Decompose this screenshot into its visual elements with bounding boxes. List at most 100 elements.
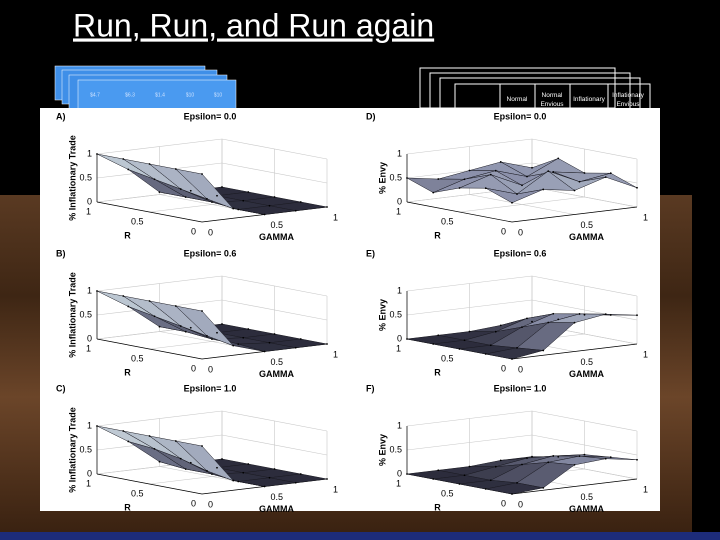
y-axis-label: R [434, 367, 441, 377]
surface-vertex [211, 338, 213, 340]
surface-vertex [268, 476, 271, 479]
surface-vertex [221, 458, 223, 460]
surface-vertex [578, 455, 581, 458]
surface-vertex [552, 455, 555, 457]
surface-vertex [604, 457, 607, 460]
card [77, 79, 237, 111]
surface-vertex [294, 209, 297, 212]
z-axis-label: % Inflationary Trade [67, 135, 77, 221]
z-tick-label: 0.5 [79, 172, 92, 182]
surface-vertex [189, 461, 192, 464]
surface-vertex [406, 473, 408, 475]
surface-vertex [578, 180, 581, 183]
surface-vertex [437, 334, 440, 337]
surface-vertex [299, 201, 302, 203]
surface-vertex [268, 341, 271, 344]
panel-label: B) [56, 248, 66, 258]
surface-vertex [463, 339, 466, 342]
surface-vertex [583, 172, 586, 174]
y-tick-label: 0 [501, 363, 506, 373]
z-axis-label: % Inflationary Trade [67, 272, 77, 358]
surface-vertex [526, 317, 528, 320]
surface-vertex [484, 187, 487, 190]
surface-vertex [174, 305, 177, 307]
surface-vertex [511, 201, 513, 204]
surface-vertex [511, 358, 513, 360]
y-tick-label: 0 [191, 226, 196, 236]
surface-vertex [242, 471, 245, 474]
surface-vertex [247, 191, 250, 193]
table-header-line: Normal [507, 96, 529, 103]
surface-vertex [432, 191, 435, 194]
card-cell: $6.3 [125, 92, 135, 98]
surface-vertex [326, 343, 328, 345]
surface-vertex [206, 469, 208, 472]
x-tick-label: 0 [518, 227, 523, 237]
surface-vertex [542, 349, 545, 352]
surface-vertex [273, 468, 276, 470]
surface-vertex [247, 328, 250, 330]
surface-vertex [179, 188, 182, 190]
surface-vertex [609, 314, 612, 316]
surface-vertex [148, 300, 151, 302]
surface-vertex [489, 479, 492, 482]
surface-vertex [158, 460, 161, 463]
surface-vertex [547, 461, 550, 464]
surface-vertex [604, 176, 607, 179]
x-tick-label: 1 [643, 484, 648, 494]
surface-vertex [531, 455, 533, 458]
surface-vertex [573, 321, 576, 324]
surface-vertex [531, 166, 533, 169]
surface-vertex [237, 208, 240, 211]
panel-label: C) [56, 383, 66, 393]
table-header: Inflationary Envious [612, 92, 645, 108]
surface-vertex [211, 201, 213, 204]
surface-vertex [122, 430, 125, 432]
surface-vertex [174, 440, 177, 442]
surface-vertex [148, 435, 151, 437]
surface-vertex [484, 488, 487, 490]
surface-vertex [511, 493, 513, 495]
y-axis-label: R [124, 502, 131, 512]
surface-vertex [211, 473, 213, 475]
surface-vertex [184, 468, 187, 470]
y-tick-label: 0.5 [131, 488, 144, 498]
z-tick-label: 0 [397, 468, 402, 478]
surface-vertex [174, 168, 177, 170]
x-tick-label: 0.5 [581, 492, 594, 502]
table-header-line: Inflationary [612, 92, 645, 99]
surface-vertex [463, 474, 466, 477]
surface-vertex [521, 184, 523, 187]
z-tick-label: 1 [87, 420, 92, 430]
surface-vertex [96, 290, 98, 292]
x-tick-label: 1 [643, 349, 648, 359]
table-header-line: Envious [540, 101, 564, 108]
surface-vertex [184, 330, 187, 333]
surface-vertex [516, 481, 518, 484]
surface-vertex [232, 207, 235, 210]
x-tick-label: 0 [518, 364, 523, 374]
y-axis-label: R [124, 230, 131, 240]
y-tick-label: 0.5 [441, 488, 454, 498]
surface-vertex [542, 188, 545, 191]
surface-vertex [237, 343, 240, 345]
z-tick-label: 1 [87, 148, 92, 158]
surface-vertex [189, 189, 192, 192]
z-tick-label: 0.5 [389, 309, 402, 319]
panel-label: E) [366, 248, 375, 258]
chart-title: Epsilon= 0.6 [494, 248, 547, 258]
surface-vertex [184, 196, 187, 199]
surface-vertex [247, 463, 250, 465]
surface-vertex [516, 193, 518, 195]
surface-vertex [583, 453, 586, 456]
surface-vertex [432, 478, 435, 480]
surface-vertex [127, 305, 130, 308]
surface-vertex [96, 153, 98, 155]
surface-vertex [557, 455, 560, 458]
card-cell: $4.7 [90, 92, 100, 98]
surface-vertex [468, 169, 471, 172]
surface-vertex [148, 163, 151, 165]
x-tick-label: 0.5 [581, 357, 594, 367]
